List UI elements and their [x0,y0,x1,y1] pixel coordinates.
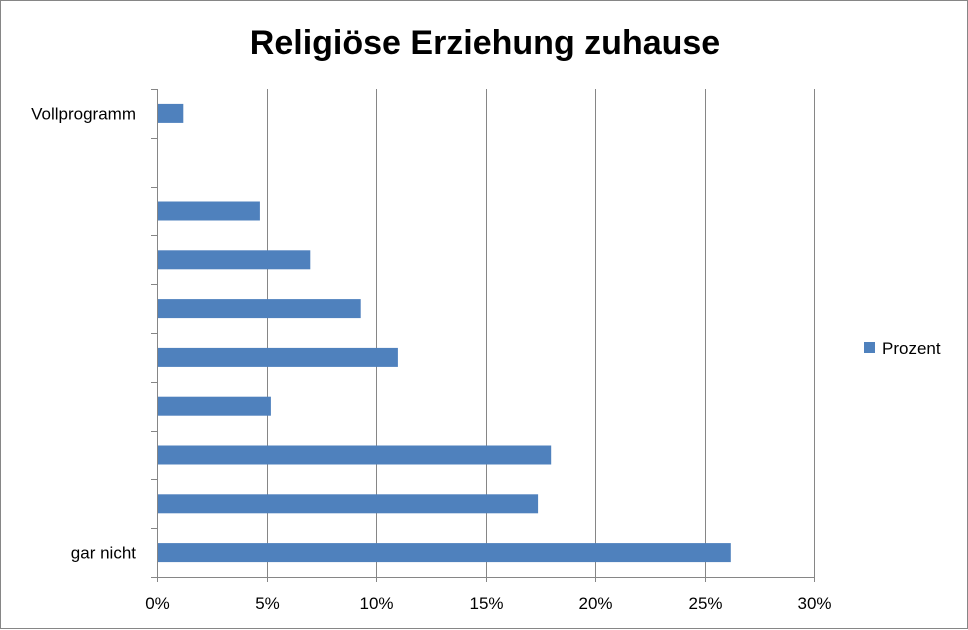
bar [158,543,731,563]
x-tick-label: 15% [469,594,503,613]
bar [158,396,271,416]
bars [158,103,731,563]
bar [158,103,184,123]
bar [158,347,398,367]
x-tick-label: 10% [359,594,393,613]
x-tick-label: 30% [797,594,831,613]
legend-swatch [864,342,875,353]
bar [158,201,260,221]
legend-label: Prozent [882,339,941,358]
bar [158,250,311,270]
x-tick-label: 5% [255,594,280,613]
bar [158,445,552,465]
axes [151,89,815,582]
bar [158,299,361,319]
category-label: Vollprogramm [31,104,136,123]
x-tick-label: 0% [145,594,170,613]
legend: Prozent [864,339,941,358]
x-tick-label: 20% [578,594,612,613]
bar [158,494,539,514]
chart-title: Religiöse Erziehung zuhause [250,24,720,62]
labels: 0% 5% 10% 15% 20% 25% 30% gar nicht Vollprogramm [31,104,831,613]
category-label: gar nicht [71,544,136,563]
x-tick-label: 25% [688,594,722,613]
